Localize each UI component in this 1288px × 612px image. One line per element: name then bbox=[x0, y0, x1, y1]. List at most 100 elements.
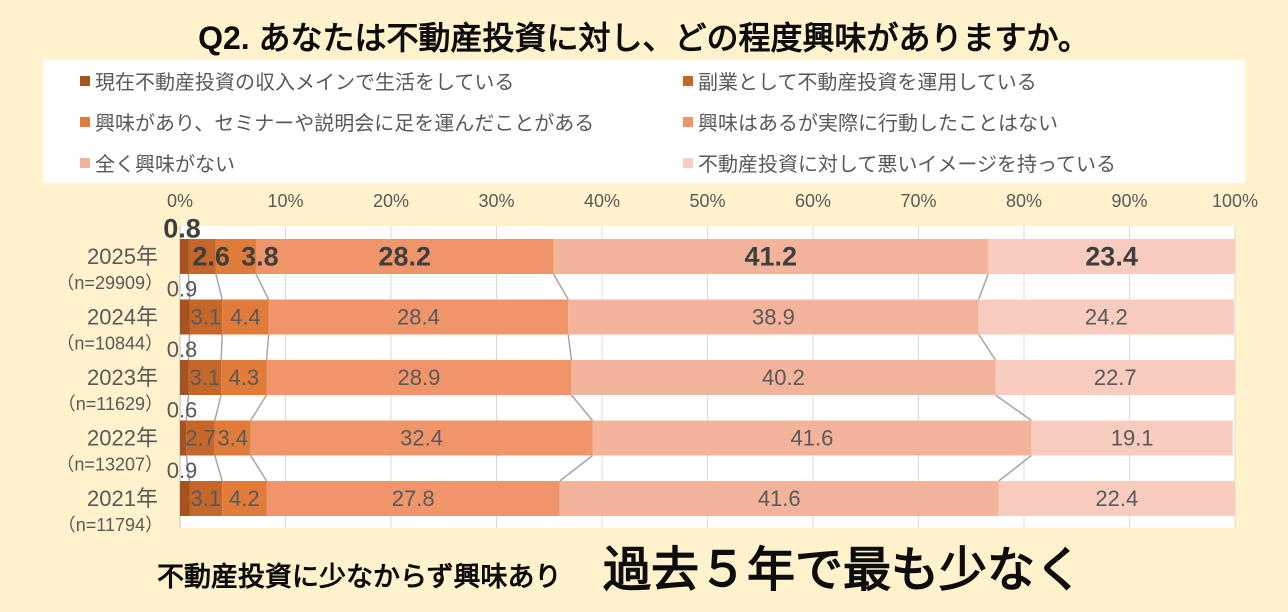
bar-segment bbox=[568, 299, 979, 335]
category-label: 2025年 bbox=[87, 244, 158, 269]
data-label: 0.8 bbox=[163, 214, 201, 244]
series-line bbox=[977, 273, 989, 300]
series-line bbox=[250, 455, 268, 482]
data-label: 22.7 bbox=[1094, 365, 1137, 390]
bar-segment bbox=[189, 481, 223, 516]
legend-item: 現在不動産投資の収入メインで生活をしている bbox=[80, 60, 683, 101]
category-label: 2021年 bbox=[87, 486, 158, 511]
series-line bbox=[185, 455, 191, 482]
category-sublabel: （n=29909） bbox=[56, 273, 163, 293]
legend-item: 副業として不動産投資を運用している bbox=[683, 60, 1245, 101]
footer-headline-text: 過去５年で最も少なく bbox=[603, 542, 1084, 598]
x-tick-label: 10% bbox=[267, 191, 303, 211]
series-line bbox=[978, 334, 997, 361]
series-line bbox=[250, 394, 268, 421]
series-line bbox=[255, 273, 270, 300]
data-label: 38.9 bbox=[752, 305, 795, 330]
bar-segment bbox=[266, 360, 572, 395]
data-label: 28.2 bbox=[378, 242, 431, 272]
bar-segment bbox=[268, 299, 569, 335]
category-label: 2024年 bbox=[87, 305, 158, 330]
bar-segment bbox=[180, 299, 190, 335]
data-label: 27.8 bbox=[392, 486, 435, 511]
data-label: 19.1 bbox=[1111, 426, 1154, 451]
data-label: 32.4 bbox=[400, 426, 443, 451]
legend-item: 興味があり、セミナーや説明会に足を運んだことがある bbox=[80, 101, 683, 142]
data-label: 22.4 bbox=[1095, 486, 1138, 511]
bar-segment bbox=[571, 360, 996, 395]
data-label: 3.1 bbox=[191, 486, 222, 511]
data-label: 3.1 bbox=[191, 305, 222, 330]
footer-lead-text: 不動産投資に少なからず興味あり bbox=[157, 562, 562, 593]
legend-item: 興味はあるが実際に行動したことはない bbox=[683, 101, 1245, 142]
category-label: 2023年 bbox=[87, 365, 158, 390]
legend-label: 全く興味がない bbox=[95, 152, 235, 176]
data-label: 2.6 bbox=[192, 242, 230, 272]
bar-segment bbox=[978, 299, 1234, 335]
data-label: 23.4 bbox=[1085, 242, 1138, 272]
category-label: 2022年 bbox=[87, 426, 158, 451]
data-label: 41.6 bbox=[791, 426, 834, 451]
x-tick-label: 90% bbox=[1111, 191, 1147, 211]
x-tick-label: 50% bbox=[689, 191, 725, 211]
data-label: 3.4 bbox=[217, 426, 248, 451]
data-label: 0.9 bbox=[167, 458, 198, 483]
bar-segment bbox=[186, 420, 215, 456]
series-line bbox=[215, 273, 223, 300]
bar-segment bbox=[189, 299, 223, 335]
data-label: 41.2 bbox=[745, 242, 798, 272]
legend-item: 全く興味がない bbox=[80, 142, 683, 183]
data-label: 3.8 bbox=[241, 242, 279, 272]
series-line bbox=[220, 334, 223, 361]
data-label: 0.6 bbox=[167, 398, 198, 423]
legend: 現在不動産投資の収入メインで生活をしている 副業として不動産投資を運用している … bbox=[43, 60, 1245, 183]
data-label: 0.8 bbox=[167, 337, 198, 362]
legend-marker bbox=[683, 116, 693, 127]
series-line bbox=[187, 273, 191, 300]
x-tick-label: 40% bbox=[584, 191, 620, 211]
series-line bbox=[187, 334, 191, 361]
x-tick-label: 70% bbox=[900, 191, 936, 211]
bar-segment bbox=[222, 299, 269, 335]
legend-item: 不動産投資に対して悪いイメージを持っている bbox=[683, 142, 1245, 183]
bar-segment bbox=[998, 481, 1235, 516]
category-sublabel: （n=11794） bbox=[58, 515, 163, 535]
legend-marker bbox=[80, 157, 90, 168]
bar-segment bbox=[180, 239, 189, 274]
data-label: 40.2 bbox=[762, 365, 805, 390]
legend-label: 不動産投資に対して悪いイメージを持っている bbox=[698, 152, 1116, 176]
bar-segment bbox=[553, 239, 989, 274]
series-line bbox=[214, 394, 222, 421]
bar-segment bbox=[995, 360, 1235, 395]
bar-segment bbox=[1031, 420, 1233, 456]
series-line bbox=[998, 454, 1032, 482]
legend-marker bbox=[683, 75, 693, 86]
bar-segment bbox=[188, 239, 216, 274]
bar-segment bbox=[214, 420, 251, 456]
legend-label: 現在不動産投資の収入メインで生活をしている bbox=[95, 70, 515, 94]
category-sublabel: （n=10844） bbox=[56, 334, 163, 354]
data-label: 24.2 bbox=[1085, 305, 1128, 330]
data-label: 28.4 bbox=[397, 305, 440, 330]
series-line bbox=[265, 334, 270, 361]
bar-segment bbox=[221, 360, 267, 395]
legend-label: 副業として不動産投資を運用している bbox=[698, 70, 1037, 94]
series-line bbox=[214, 455, 223, 482]
series-line bbox=[185, 394, 190, 421]
series-line bbox=[559, 454, 593, 482]
series-line bbox=[567, 334, 573, 361]
bar-segment bbox=[180, 481, 190, 516]
data-label: 41.6 bbox=[758, 486, 801, 511]
data-label: 4.4 bbox=[230, 305, 261, 330]
x-tick-label: 20% bbox=[373, 191, 409, 211]
x-tick-label: 60% bbox=[795, 191, 831, 211]
data-label: 3.1 bbox=[189, 365, 220, 390]
x-tick-label: 0% bbox=[167, 191, 193, 211]
series-line bbox=[995, 394, 1032, 422]
bar-segment bbox=[988, 239, 1235, 274]
data-label: 4.3 bbox=[229, 365, 260, 390]
legend-label: 興味があり、セミナーや説明会に足を運んだことがある bbox=[95, 111, 595, 135]
x-tick-label: 30% bbox=[478, 191, 514, 211]
legend-marker bbox=[683, 157, 693, 168]
legend-marker bbox=[80, 116, 90, 127]
